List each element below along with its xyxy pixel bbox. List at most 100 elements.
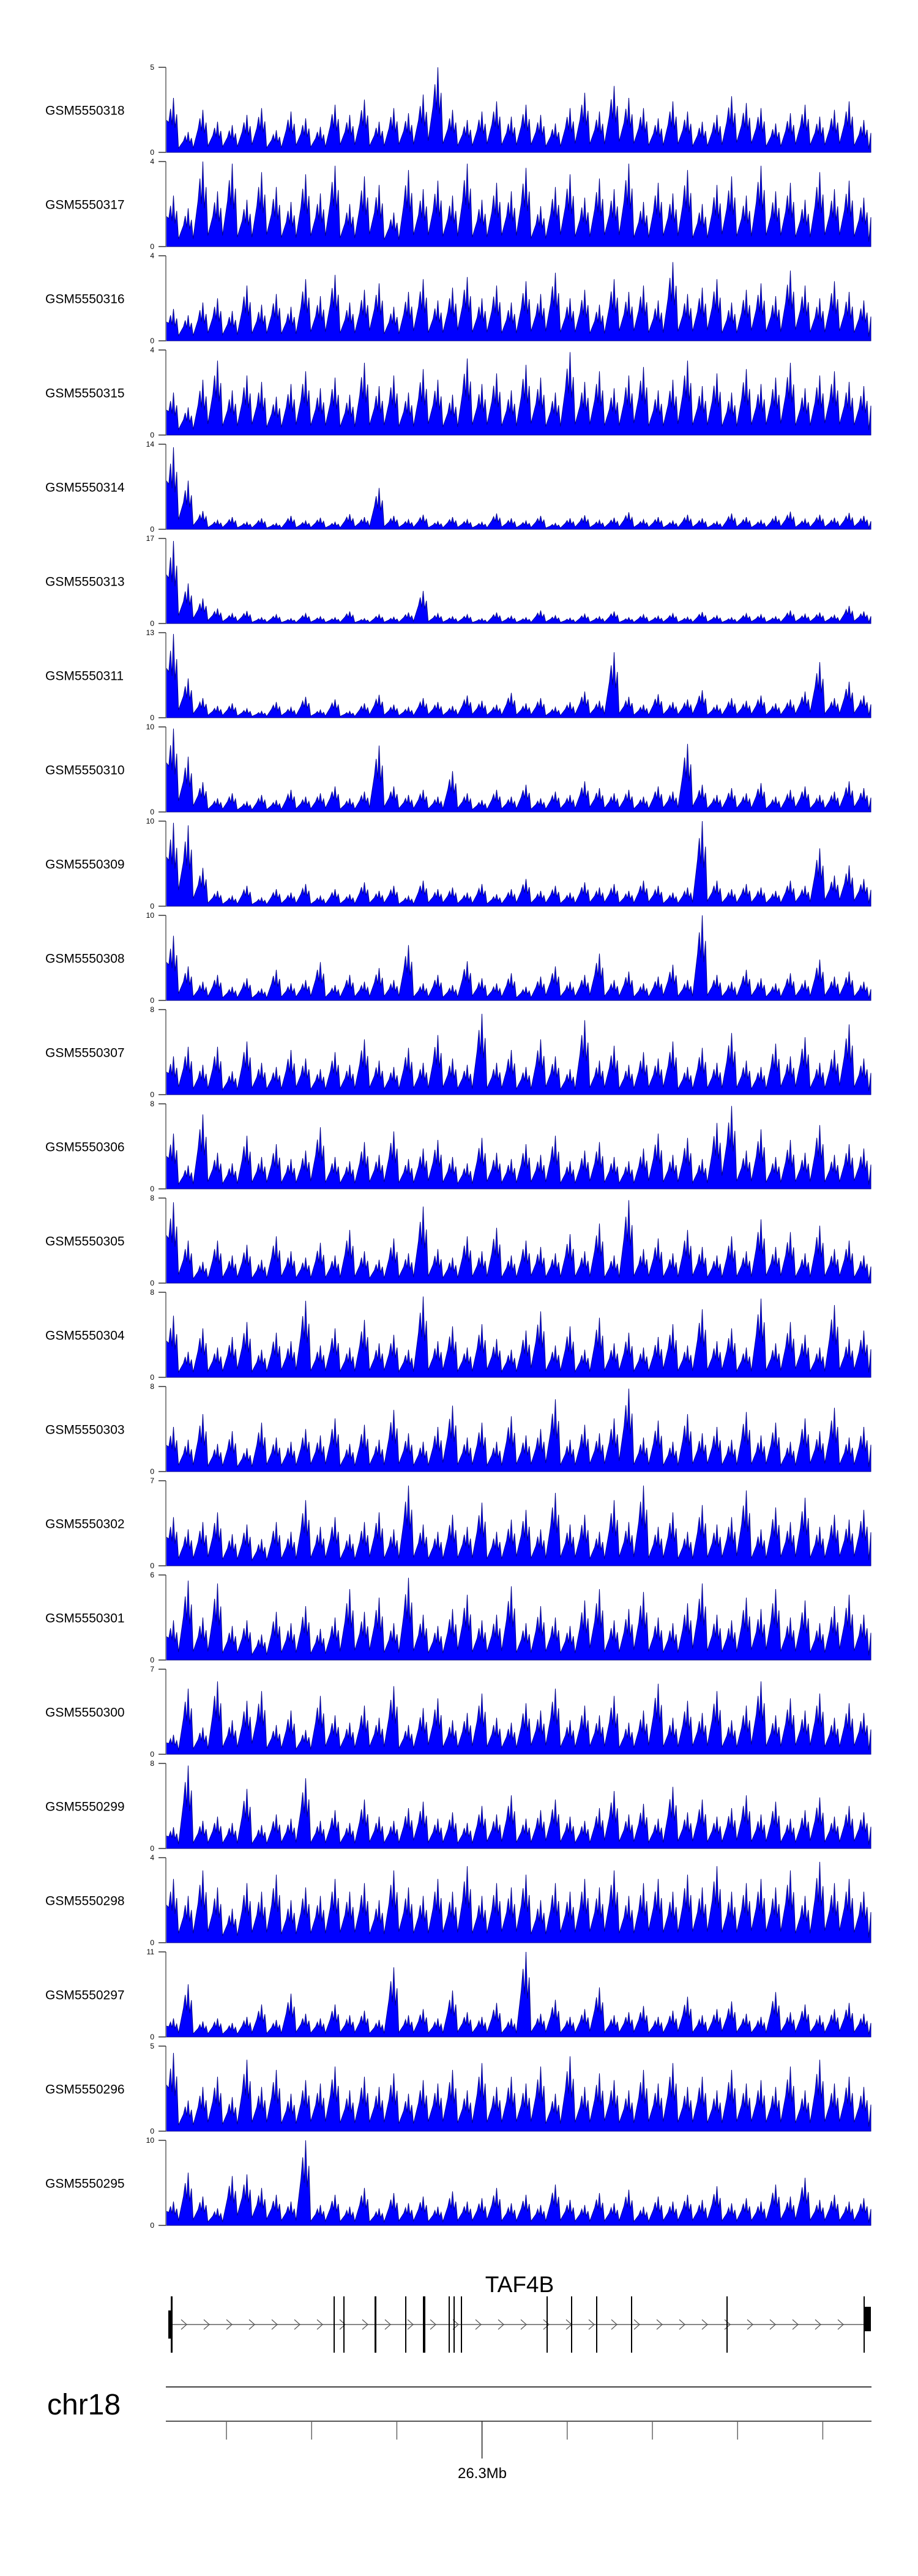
track-GSM5550310: GSM5550310 10 0 [45, 723, 871, 816]
track-label: GSM5550318 [45, 104, 125, 118]
track-GSM5550307: GSM5550307 8 0 [45, 1005, 871, 1099]
y-tick-label-zero: 0 [150, 148, 154, 157]
y-tick-label-zero: 0 [150, 2033, 154, 2041]
y-tick-label-zero: 0 [150, 337, 154, 345]
exon [453, 2296, 455, 2353]
chevron-right-icon [316, 2319, 323, 2330]
chevron-right-icon [294, 2319, 300, 2330]
track-GSM5550309: GSM5550309 10 0 [45, 817, 871, 910]
track-GSM5550314: GSM5550314 14 0 [45, 440, 871, 534]
chevron-right-icon [701, 2319, 708, 2330]
gene-exons [168, 2296, 871, 2353]
track-GSM5550316: GSM5550316 4 0 [45, 251, 871, 345]
y-tick-label-max: 5 [150, 63, 154, 72]
y-tick-label-zero: 0 [150, 1185, 154, 1193]
y-tick-label-zero: 0 [150, 1844, 154, 1853]
y-tick-label-max: 4 [150, 251, 154, 260]
chevron-right-icon [203, 2319, 210, 2330]
track-label: GSM5550314 [45, 481, 125, 495]
track-label: GSM5550315 [45, 387, 125, 401]
chevron-right-icon [407, 2319, 414, 2330]
track-GSM5550299: GSM5550299 8 0 [45, 1759, 871, 1853]
chevron-right-icon [475, 2319, 482, 2330]
chevron-right-icon [248, 2319, 255, 2330]
track-label: GSM5550310 [45, 764, 125, 778]
y-tick-label-zero: 0 [150, 808, 154, 816]
track-label: GSM5550295 [45, 2177, 125, 2191]
coverage-area [165, 352, 871, 436]
y-tick-label-max: 17 [146, 534, 155, 543]
exon [547, 2296, 548, 2353]
chevron-right-icon [384, 2319, 391, 2330]
y-tick-label-max: 8 [150, 1005, 154, 1014]
track-GSM5550300: GSM5550300 7 0 [45, 1665, 871, 1759]
track-GSM5550297: GSM5550297 11 0 [45, 1948, 871, 2041]
exon [461, 2296, 462, 2353]
track-GSM5550305: GSM5550305 8 0 [45, 1194, 871, 1287]
chevron-right-icon [498, 2319, 504, 2330]
chevron-right-icon [226, 2319, 233, 2330]
chevron-right-icon [543, 2319, 550, 2330]
y-tick-label-zero: 0 [150, 1938, 154, 1947]
track-GSM5550302: GSM5550302 7 0 [45, 1476, 871, 1570]
track-GSM5550306: GSM5550306 8 0 [45, 1100, 871, 1193]
coverage-area [165, 1106, 871, 1189]
chevron-right-icon [339, 2319, 346, 2330]
exon [343, 2296, 345, 2353]
exon [631, 2296, 632, 2353]
y-tick-label-max: 4 [150, 157, 154, 166]
track-GSM5550315: GSM5550315 4 0 [45, 346, 871, 439]
track-label: GSM5550307 [45, 1046, 125, 1060]
chevron-right-icon [520, 2319, 527, 2330]
axis-tick-label: 26.3Mb [458, 2465, 507, 2482]
utr-exon [168, 2310, 172, 2339]
coverage-area [165, 2140, 871, 2226]
chevron-right-icon [611, 2319, 618, 2330]
coverage-area [165, 541, 871, 624]
track-GSM5550301: GSM5550301 6 0 [45, 1571, 871, 1664]
axis-ticks [226, 2421, 824, 2459]
coverage-tracks: GSM555031850GSM555031740GSM555031640GSM5… [45, 63, 871, 2230]
chevron-right-icon [271, 2319, 278, 2330]
exon [571, 2296, 572, 2353]
exon [334, 2296, 335, 2353]
y-tick-label-max: 8 [150, 1382, 154, 1391]
coverage-area [165, 728, 871, 813]
coverage-area [165, 447, 871, 530]
track-label: GSM5550317 [45, 198, 125, 212]
coverage-area [165, 821, 871, 907]
track-label: GSM5550300 [45, 1706, 125, 1720]
coverage-area [165, 1681, 871, 1755]
y-tick-label-zero: 0 [150, 902, 154, 910]
chevron-right-icon [430, 2319, 436, 2330]
y-tick-label-max: 6 [150, 1571, 154, 1579]
y-tick-label-zero: 0 [150, 1656, 154, 1664]
y-tick-label-zero: 0 [150, 1467, 154, 1476]
y-tick-label-zero: 0 [150, 242, 154, 251]
coverage-area [165, 161, 871, 247]
coverage-area [165, 1951, 871, 2038]
track-GSM5550317: GSM5550317 4 0 [45, 157, 871, 251]
chevron-right-icon [362, 2319, 368, 2330]
coverage-area [165, 1861, 871, 1943]
chromosome-label: chr18 [47, 2389, 121, 2421]
y-tick-label-zero: 0 [150, 431, 154, 439]
coverage-area [165, 1013, 871, 1095]
y-tick-label-max: 10 [146, 911, 155, 920]
y-tick-label-max: 7 [150, 1476, 154, 1485]
track-GSM5550303: GSM5550303 8 0 [45, 1382, 871, 1476]
track-label: GSM5550301 [45, 1612, 125, 1626]
y-tick-label-max: 11 [147, 1948, 155, 1956]
y-tick-label-max: 14 [146, 440, 155, 449]
track-label: GSM5550304 [45, 1329, 125, 1343]
y-tick-label-zero: 0 [150, 1562, 154, 1570]
coverage-area [165, 634, 871, 718]
coverage-area [165, 1485, 871, 1566]
chevron-right-icon [792, 2319, 799, 2330]
track-label: GSM5550306 [45, 1141, 125, 1155]
track-GSM5550313: GSM5550313 17 0 [45, 534, 871, 628]
chevron-right-icon [747, 2319, 753, 2330]
y-tick-label-max: 8 [150, 1759, 154, 1768]
track-label: GSM5550308 [45, 952, 125, 966]
